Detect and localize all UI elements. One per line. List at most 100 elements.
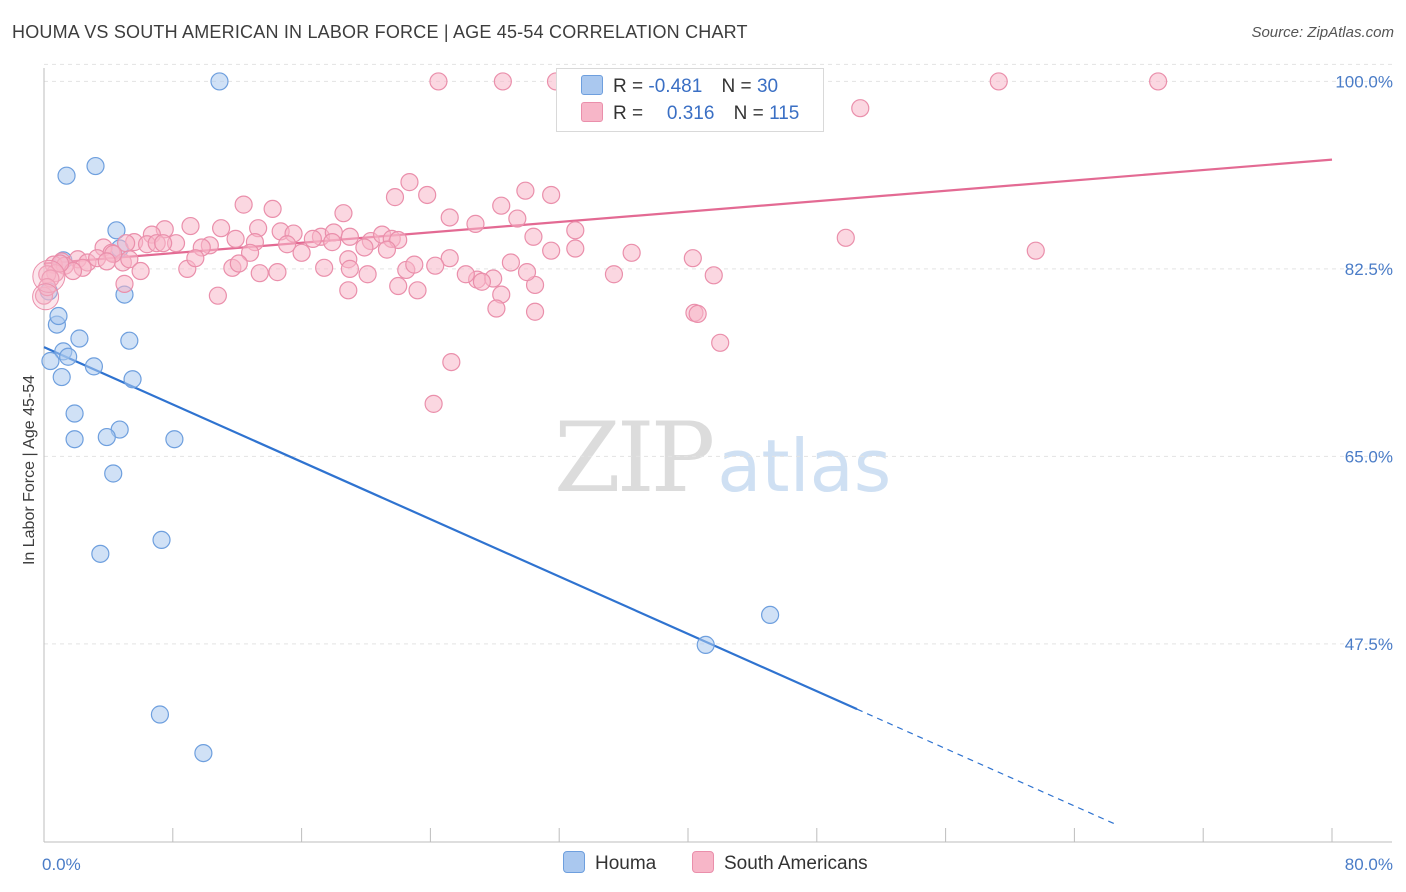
data-point (424, 394, 443, 413)
data-point (339, 281, 358, 300)
data-point (683, 249, 702, 268)
data-point (566, 221, 585, 240)
axes (43, 68, 1392, 843)
data-point (524, 227, 543, 246)
data-point (152, 530, 171, 550)
legend-swatch-south-americans (581, 102, 603, 122)
bottom-legend-south-americans: South Americans (692, 851, 868, 875)
legend-n-label: N = (721, 76, 752, 97)
data-point (186, 249, 205, 268)
data-point (408, 281, 427, 300)
data-point (334, 204, 353, 223)
chart-source: Source: ZipAtlas.com (1251, 24, 1394, 41)
data-point (52, 367, 71, 387)
data-point (1149, 72, 1168, 91)
data-point (493, 72, 512, 91)
data-point (57, 166, 76, 185)
data-point (278, 235, 297, 254)
data-point (440, 249, 459, 268)
data-point (355, 238, 374, 257)
data-point (115, 274, 134, 293)
tick-labels: 47.5% 65.0% 82.5% 100.0% 0.0% 80.0% (42, 72, 1393, 874)
data-point (226, 229, 245, 248)
data-point (440, 208, 459, 227)
data-point (84, 357, 104, 376)
data-point (229, 254, 248, 273)
data-point (836, 228, 855, 247)
legend-r-label: R = (613, 76, 644, 97)
data-point (50, 254, 70, 273)
data-point (104, 464, 123, 483)
data-point (86, 156, 105, 176)
data-point (426, 256, 445, 275)
data-point (65, 430, 84, 449)
data-point (120, 250, 139, 269)
bottom-legend-label: South Americans (724, 853, 868, 874)
data-point (566, 239, 585, 258)
data-point (851, 99, 870, 118)
data-point (542, 241, 561, 260)
y-tick-label: 65.0% (1345, 447, 1393, 466)
data-point (59, 347, 78, 366)
data-point (250, 264, 269, 283)
data-point (97, 252, 116, 271)
data-point (525, 302, 545, 321)
data-point (429, 72, 448, 91)
data-point (517, 263, 537, 282)
data-point (303, 229, 322, 248)
legend-row-houma: R = -0.481 N = 30 (581, 75, 778, 101)
bottom-legend-houma: Houma (563, 851, 656, 875)
data-point (418, 185, 437, 205)
x-tick-label: 80.0% (1345, 855, 1393, 874)
data-point (696, 635, 715, 654)
watermark-atlas: atlas (717, 424, 892, 508)
data-point (508, 209, 527, 228)
data-point (120, 331, 139, 350)
data-point (492, 196, 511, 215)
data-point (194, 743, 213, 763)
data-point (340, 227, 359, 246)
chart-title: HOUMA VS SOUTH AMERICAN IN LABOR FORCE |… (12, 22, 748, 42)
legend-r-label: R = (613, 103, 644, 124)
data-point (107, 221, 126, 240)
bottom-legend-swatch-houma (563, 851, 585, 873)
data-point (154, 234, 173, 253)
grid (44, 63, 1392, 645)
data-point (622, 243, 641, 262)
data-point (377, 240, 397, 259)
data-point (405, 255, 424, 274)
watermark: ZIPatlas (554, 402, 891, 514)
data-point (165, 430, 184, 449)
bottom-legend-label: Houma (595, 853, 657, 874)
data-point (123, 370, 142, 389)
data-point (456, 265, 475, 284)
legend-r-value: 0.316 (666, 103, 715, 124)
legend: R = -0.481 N = 30 R = 0.316 N = 115 (556, 68, 824, 132)
y-tick-label: 47.5% (1345, 635, 1393, 654)
data-point (91, 544, 110, 563)
watermark-zip: ZIP (554, 402, 715, 514)
trend-line-houma-extension (856, 708, 1117, 826)
data-point (525, 275, 545, 295)
legend-row-south-americans: R = 0.316 N = 115 (581, 102, 799, 128)
data-point (358, 265, 377, 284)
legend-n-value: 30 (756, 76, 779, 97)
bottom-legend-swatch-south-americans (692, 851, 714, 873)
trend-line-houma (43, 346, 858, 711)
legend-n-label: N = (733, 103, 764, 124)
data-point (41, 351, 60, 371)
data-point (400, 173, 419, 192)
data-point (487, 299, 506, 318)
data-point (501, 253, 520, 272)
data-point (97, 427, 116, 447)
data-point (340, 259, 359, 278)
y-tick-label: 100.0% (1335, 72, 1393, 91)
data-point (389, 276, 408, 296)
legend-n-value: 115 (769, 103, 800, 124)
data-point (65, 404, 84, 423)
data-point (466, 214, 485, 233)
data-point (234, 195, 253, 214)
data-point (472, 272, 492, 291)
y-tick-label: 82.5% (1345, 260, 1393, 279)
